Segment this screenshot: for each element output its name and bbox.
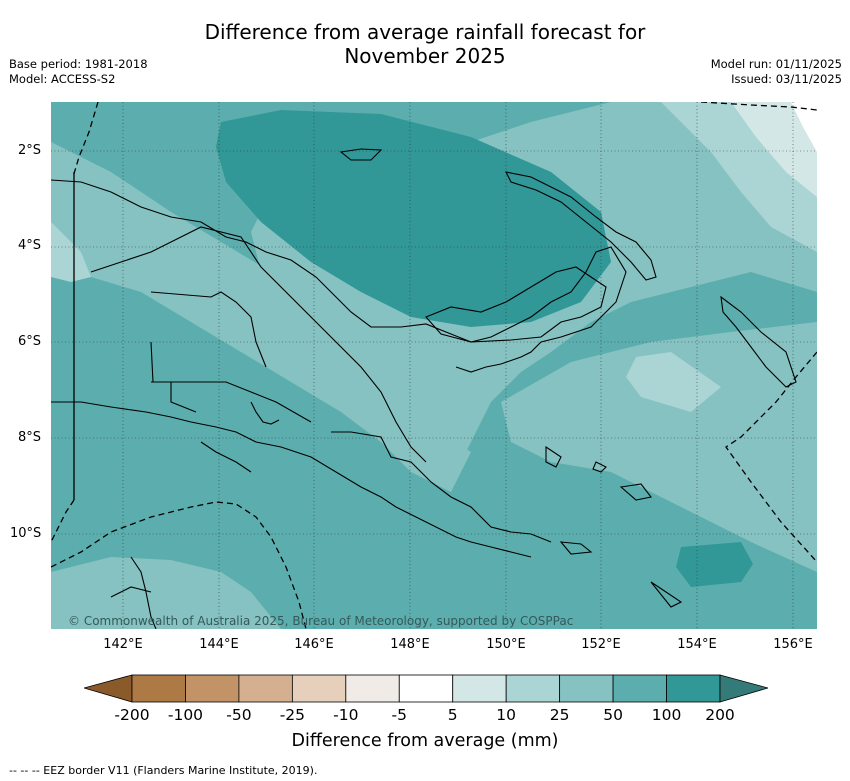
colorbar-cell (131, 674, 186, 703)
colorbar-tick-label: -50 (226, 706, 252, 724)
lon-label: 156°E (773, 637, 813, 652)
colorbar-cell (505, 674, 561, 703)
colorbar-cell (452, 674, 507, 703)
colorbar-tick-label: 200 (705, 706, 735, 724)
colorbar-arrow-high (719, 674, 768, 703)
lon-label: 150°E (486, 637, 526, 652)
colorbar-cell (345, 674, 400, 703)
colorbar-title: Difference from average (mm) (291, 731, 559, 751)
lat-label: 10°S (10, 526, 42, 541)
colorbar-tick-label: 50 (603, 706, 623, 724)
lon-label: 142°E (103, 637, 143, 652)
lon-label: 148°E (390, 637, 430, 652)
meta-left: Base period: 1981-2018 Model: ACCESS-S2 (9, 57, 148, 87)
colorbar-cell (291, 674, 347, 703)
copyright-notice: © Commonwealth of Australia 2025, Bureau… (68, 614, 574, 628)
colorbar-cell (612, 674, 667, 703)
region-100-200-north (216, 110, 611, 327)
lat-label: 8°S (18, 430, 42, 445)
graticule (51, 102, 817, 629)
region-100-200-se (676, 542, 753, 587)
colorbar-cell (185, 674, 240, 703)
colorbar-tick-label: 25 (549, 706, 570, 724)
colorbar-tick-label: -5 (391, 706, 407, 724)
eez-footnote: -- -- -- EEZ border V11 (Flanders Marine… (9, 764, 318, 777)
colorbar-tick-label: -25 (279, 706, 306, 724)
lon-label: 146°E (294, 637, 334, 652)
lat-label: 6°S (18, 334, 42, 349)
eez-borders (51, 102, 817, 629)
map-title: Difference from average rainfall forecas… (0, 20, 850, 68)
region-5-10-ne (731, 102, 817, 197)
colorbar-tick-label: 100 (651, 706, 682, 724)
meta-right: Model run: 01/11/2025 Issued: 03/11/2025 (711, 57, 842, 87)
colorbar (84, 674, 768, 703)
title-line-1: Difference from average rainfall forecas… (204, 20, 646, 44)
colorbar-tick-label: -100 (167, 706, 204, 724)
lon-label: 144°E (199, 637, 239, 652)
lon-label: 154°E (677, 637, 717, 652)
colorbar-cell (666, 674, 721, 703)
colorbar-tick-label: -200 (114, 706, 150, 724)
colorbar-tick-label: 10 (496, 706, 517, 724)
model-run: Model run: 01/11/2025 (710, 57, 842, 71)
colorbar-arrow-low (84, 674, 133, 703)
issued-date: Issued: 03/11/2025 (731, 72, 842, 86)
lat-label: 2°S (18, 143, 42, 158)
title-line-2: November 2025 (344, 44, 506, 68)
lat-label: 4°S (18, 238, 42, 253)
region-neutral-ne (791, 102, 817, 152)
lon-label: 152°E (581, 637, 621, 652)
region-25-50-mainland (51, 142, 471, 492)
colorbar-tick-label: 5 (447, 706, 458, 724)
region-25-50-east (501, 322, 817, 572)
coastlines (51, 148, 797, 629)
colorbar-cell (559, 674, 614, 703)
colorbar-tick-label: -10 (333, 706, 359, 724)
rainfall-map (51, 102, 817, 629)
colorbar-cell (398, 674, 454, 703)
model-name: Model: ACCESS-S2 (9, 72, 116, 86)
map-panel (51, 102, 817, 629)
region-10-25-west (51, 222, 91, 282)
region-25-50-south (51, 557, 281, 629)
colorbar-cell (238, 674, 293, 703)
base-period: Base period: 1981-2018 (9, 57, 148, 71)
